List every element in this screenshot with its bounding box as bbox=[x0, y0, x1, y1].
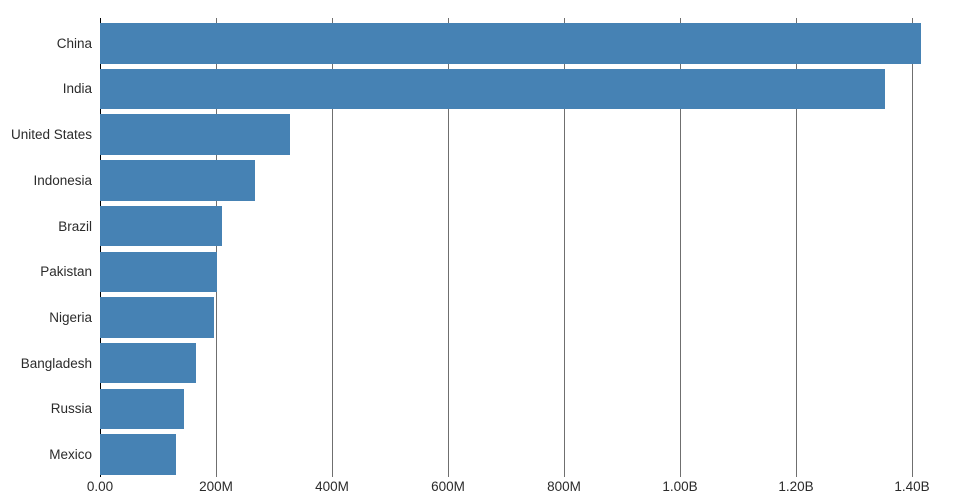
y-axis-category-label-russia: Russia bbox=[50, 401, 92, 417]
y-axis-category-label-bangladesh: Bangladesh bbox=[20, 355, 92, 371]
x-axis-tick-label-200m: 200M bbox=[199, 479, 233, 494]
y-axis-category-label-united-states: United States bbox=[10, 127, 92, 143]
gridline-400m bbox=[331, 18, 333, 477]
y-axis-category-label-brazil: Brazil bbox=[58, 218, 92, 234]
x-axis-tick-label-1.20b: 1.20B bbox=[778, 479, 814, 494]
bar-mexico bbox=[100, 434, 176, 475]
bar-china bbox=[100, 23, 921, 64]
x-axis-tick-label-400m: 400M bbox=[315, 479, 349, 494]
x-axis-tick-label-600m: 600M bbox=[431, 479, 465, 494]
bar-russia bbox=[100, 388, 184, 430]
bar-indonesia bbox=[100, 160, 255, 201]
y-axis-category-label-india: India bbox=[62, 81, 92, 97]
x-axis-tick-label-1.40b: 1.40B bbox=[894, 479, 930, 494]
bar-united-states bbox=[100, 114, 290, 155]
x-axis-tick-label-1.00b: 1.00B bbox=[662, 479, 698, 494]
x-axis-tick-label-800m: 800M bbox=[547, 479, 581, 494]
y-axis-category-label-nigeria: Nigeria bbox=[49, 309, 92, 325]
bar-nigeria bbox=[100, 297, 214, 338]
bar-india bbox=[100, 68, 886, 110]
y-axis-category-label-pakistan: Pakistan bbox=[40, 264, 92, 280]
gridline-1.20b bbox=[795, 18, 797, 477]
y-axis-category-label-china: China bbox=[56, 35, 92, 51]
gridline-600m bbox=[447, 18, 449, 477]
bar-bangladesh bbox=[100, 342, 197, 384]
gridline-1.00b bbox=[679, 18, 681, 477]
gridline-1.40b bbox=[911, 18, 913, 477]
bar-pakistan bbox=[100, 251, 217, 292]
y-axis-domain-line bbox=[99, 18, 101, 477]
y-axis-category-label-indonesia: Indonesia bbox=[33, 172, 92, 188]
x-axis-tick-label-0.00: 0.00 bbox=[86, 479, 114, 494]
y-axis-category-label-mexico: Mexico bbox=[49, 447, 92, 463]
gridline-800m bbox=[563, 18, 565, 477]
bar-brazil bbox=[100, 205, 223, 247]
gridline-200m bbox=[215, 18, 217, 477]
